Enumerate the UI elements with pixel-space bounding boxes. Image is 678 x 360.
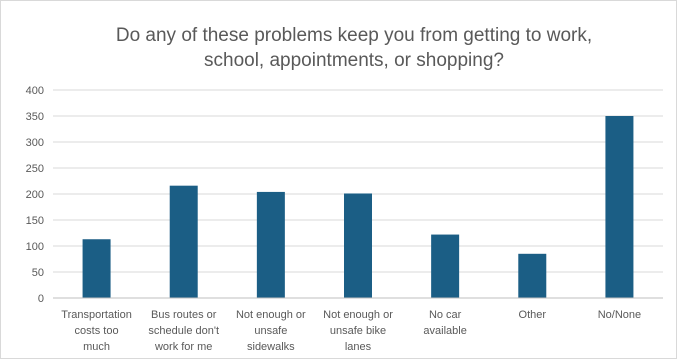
bar bbox=[82, 239, 111, 298]
x-category-label-line: sidewalks bbox=[247, 341, 295, 353]
y-tick-label: 350 bbox=[26, 111, 44, 123]
x-category-label: Bus routes or schedule don't work for me bbox=[148, 309, 219, 353]
x-category-label: Other bbox=[519, 309, 547, 321]
x-category-label-line: Not enough or bbox=[323, 309, 393, 321]
bar bbox=[169, 185, 198, 298]
y-axis-tick-labels: 0 50 100 150 200 250 300 350 400 bbox=[26, 85, 44, 305]
bar bbox=[518, 253, 547, 298]
bar bbox=[256, 191, 285, 298]
gridlines bbox=[53, 89, 663, 273]
x-category-label-line: Not enough or bbox=[236, 309, 306, 321]
x-axis-category-labels: Transportation costs too much Bus routes or… bbox=[61, 309, 641, 353]
x-category-label: No/None bbox=[598, 309, 641, 321]
x-category-label: Transportation costs too much bbox=[61, 309, 132, 353]
bar bbox=[431, 234, 460, 298]
y-tick-label: 0 bbox=[38, 293, 44, 305]
x-category-label-line: Transportation bbox=[61, 309, 132, 321]
x-category-label-line: much bbox=[83, 341, 110, 353]
chart-title: Do any of these problems keep you from g… bbox=[115, 25, 593, 71]
y-tick-label: 100 bbox=[26, 241, 44, 253]
x-category-label: Not enough or unsafe bike lanes bbox=[323, 309, 393, 353]
x-category-label-line: work for me bbox=[154, 341, 212, 353]
x-category-label-line: No/None bbox=[598, 309, 641, 321]
y-tick-label: 200 bbox=[26, 189, 44, 201]
bars bbox=[82, 116, 634, 298]
y-tick-label: 400 bbox=[26, 85, 44, 97]
y-tick-label: 50 bbox=[32, 267, 44, 279]
x-category-label-line: available bbox=[423, 325, 466, 337]
y-tick-label: 300 bbox=[26, 137, 44, 149]
bar bbox=[344, 193, 372, 298]
x-category-label-line: unsafe bike bbox=[330, 325, 386, 337]
x-category-label-line: schedule don't bbox=[148, 325, 219, 337]
x-category-label: No car available bbox=[423, 309, 466, 337]
bar bbox=[605, 116, 634, 298]
x-category-label-line: Other bbox=[519, 309, 547, 321]
x-category-label-line: unsafe bbox=[254, 325, 287, 337]
y-tick-label: 150 bbox=[26, 215, 44, 227]
x-category-label-line: costs too bbox=[75, 325, 119, 337]
y-tick-label: 250 bbox=[26, 163, 44, 175]
x-category-label: Not enough or unsafe sidewalks bbox=[236, 309, 306, 353]
x-category-label-line: lanes bbox=[345, 341, 372, 353]
x-category-label-line: No car bbox=[429, 309, 462, 321]
x-category-label-line: Bus routes or bbox=[151, 309, 217, 321]
